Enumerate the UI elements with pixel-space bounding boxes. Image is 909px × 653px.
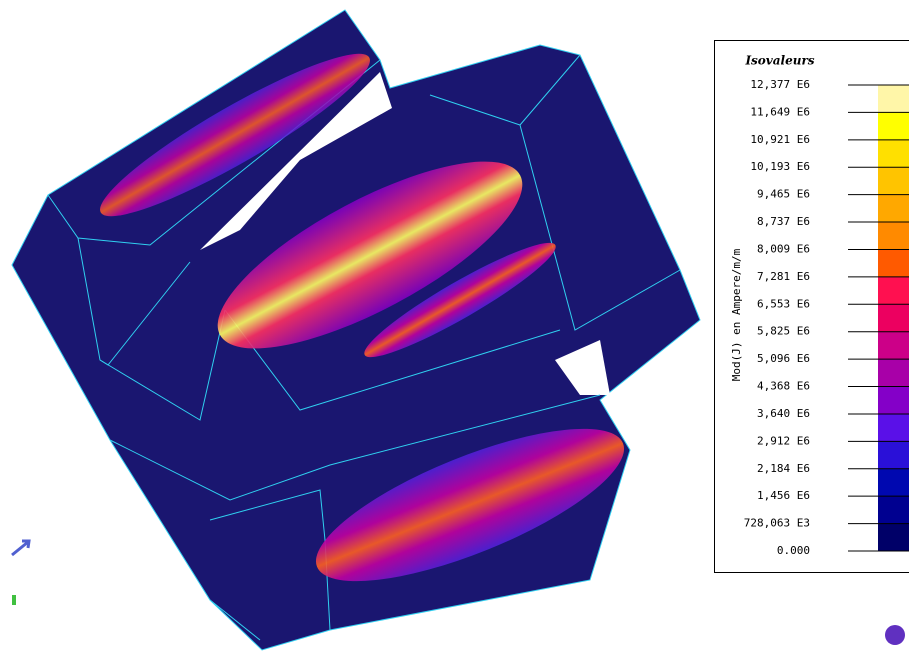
gap [555, 340, 610, 395]
level-label: 8,737 E6 [757, 215, 810, 228]
level-label: 5,096 E6 [757, 352, 810, 365]
color-swatch [878, 523, 909, 551]
hot-zone [217, 161, 523, 349]
edge [109, 394, 601, 501]
color-swatch [878, 167, 909, 195]
gap [200, 72, 392, 250]
level-label: 2,184 E6 [757, 462, 810, 475]
level-label: 2,912 E6 [757, 434, 810, 447]
level-label: 0.000 [777, 544, 810, 557]
axis-icon [12, 595, 16, 605]
level-label: 728,063 E3 [744, 517, 810, 530]
color-swatch [878, 276, 909, 305]
hot-zone [100, 53, 370, 217]
edge [519, 124, 681, 331]
hot-zone [364, 242, 556, 358]
color-swatch [878, 413, 909, 442]
level-label: 8,009 E6 [757, 242, 810, 255]
edge [209, 489, 331, 631]
level-label: 11,649 E6 [750, 105, 810, 118]
axis-icon [11, 539, 31, 557]
color-swatch [878, 331, 909, 360]
color-swatch [878, 194, 909, 223]
color-swatch [878, 139, 909, 168]
logo [885, 625, 905, 645]
level-label: 10,193 E6 [750, 160, 810, 173]
level-label: 5,825 E6 [757, 325, 810, 338]
edge [209, 599, 261, 641]
field [100, 53, 625, 582]
edge [47, 59, 381, 246]
level-label: 6,553 E6 [757, 297, 810, 310]
level-label: 10,921 E6 [750, 133, 810, 146]
hot-zone [315, 428, 625, 582]
color-swatch [878, 441, 909, 469]
color-swatch [878, 468, 909, 497]
level-label: 12,377 E6 [750, 78, 810, 91]
color-swatch [878, 304, 909, 332]
level-label: 9,465 E6 [757, 188, 810, 201]
color-swatch [878, 112, 909, 140]
legend-title: Isovaleurs [744, 54, 814, 68]
color-swatch [878, 85, 909, 113]
level-label: 7,281 E6 [757, 270, 810, 283]
legend-box [714, 40, 909, 573]
color-swatch [878, 386, 909, 414]
quantity-label: Mod(J) en Ampere/m/m [730, 248, 743, 381]
color-swatch [878, 249, 909, 277]
color-swatch [878, 359, 909, 387]
legend: Isovaleurs Mod(J) en Ampere/m/m 12,377 E… [714, 40, 909, 573]
color-swatch [878, 222, 909, 250]
level-label: 3,640 E6 [757, 407, 810, 420]
level-label: 1,456 E6 [757, 489, 810, 502]
level-label: 4,368 E6 [757, 380, 810, 393]
color-swatch [878, 496, 909, 524]
edge [99, 309, 226, 421]
